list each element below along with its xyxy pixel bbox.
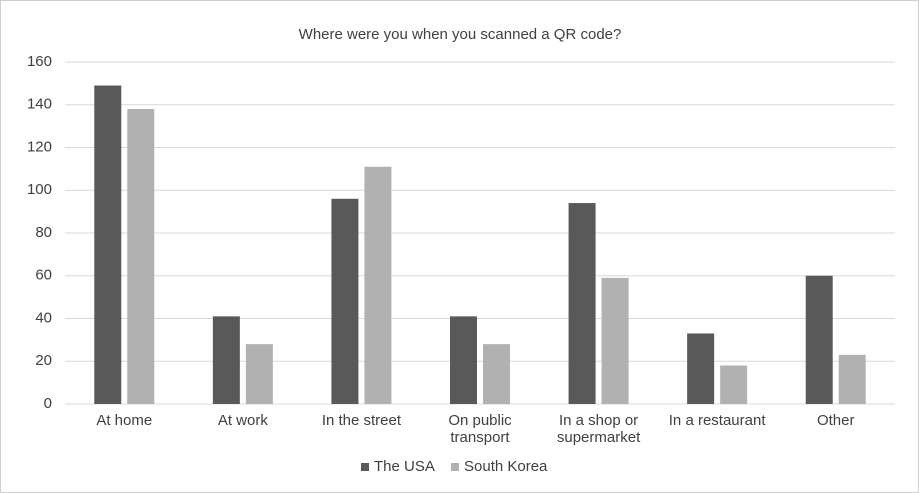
x-tick-label: In a shop or supermarket [556, 412, 641, 446]
x-tick-label: At work [217, 412, 268, 429]
x-tick-label: In the street [321, 412, 402, 429]
bar [568, 203, 596, 404]
bar [94, 85, 122, 404]
bar [805, 275, 833, 404]
x-tick-label: In a restaurant [668, 412, 766, 429]
y-tick-label: 160 [27, 53, 52, 70]
legend-label: South Korea [464, 458, 548, 475]
bar [127, 109, 155, 405]
bar [687, 333, 715, 404]
y-tick-label: 120 [27, 138, 52, 155]
bar [601, 277, 629, 404]
y-tick-label: 0 [44, 395, 52, 412]
bar [331, 198, 359, 404]
y-tick-label: 60 [35, 267, 52, 284]
y-tick-label: 40 [35, 309, 52, 326]
bar [450, 316, 477, 404]
bar [720, 365, 748, 404]
y-tick-label: 80 [35, 224, 52, 241]
bar [364, 166, 392, 404]
bar [212, 316, 240, 404]
chart-title: Where were you when you scanned a QR cod… [299, 26, 622, 43]
y-tick-label: 20 [35, 352, 52, 369]
bar [483, 344, 510, 404]
x-tick-label: At home [96, 412, 153, 429]
bar [838, 354, 866, 404]
legend-swatch [361, 463, 369, 471]
y-tick-label: 140 [27, 96, 52, 113]
legend-label: The USA [374, 458, 435, 475]
legend-swatch [451, 463, 459, 471]
y-tick-label: 100 [27, 181, 52, 198]
x-tick-label: On public transport [448, 412, 512, 446]
x-tick-label: Other [816, 412, 855, 429]
bar [245, 344, 273, 404]
